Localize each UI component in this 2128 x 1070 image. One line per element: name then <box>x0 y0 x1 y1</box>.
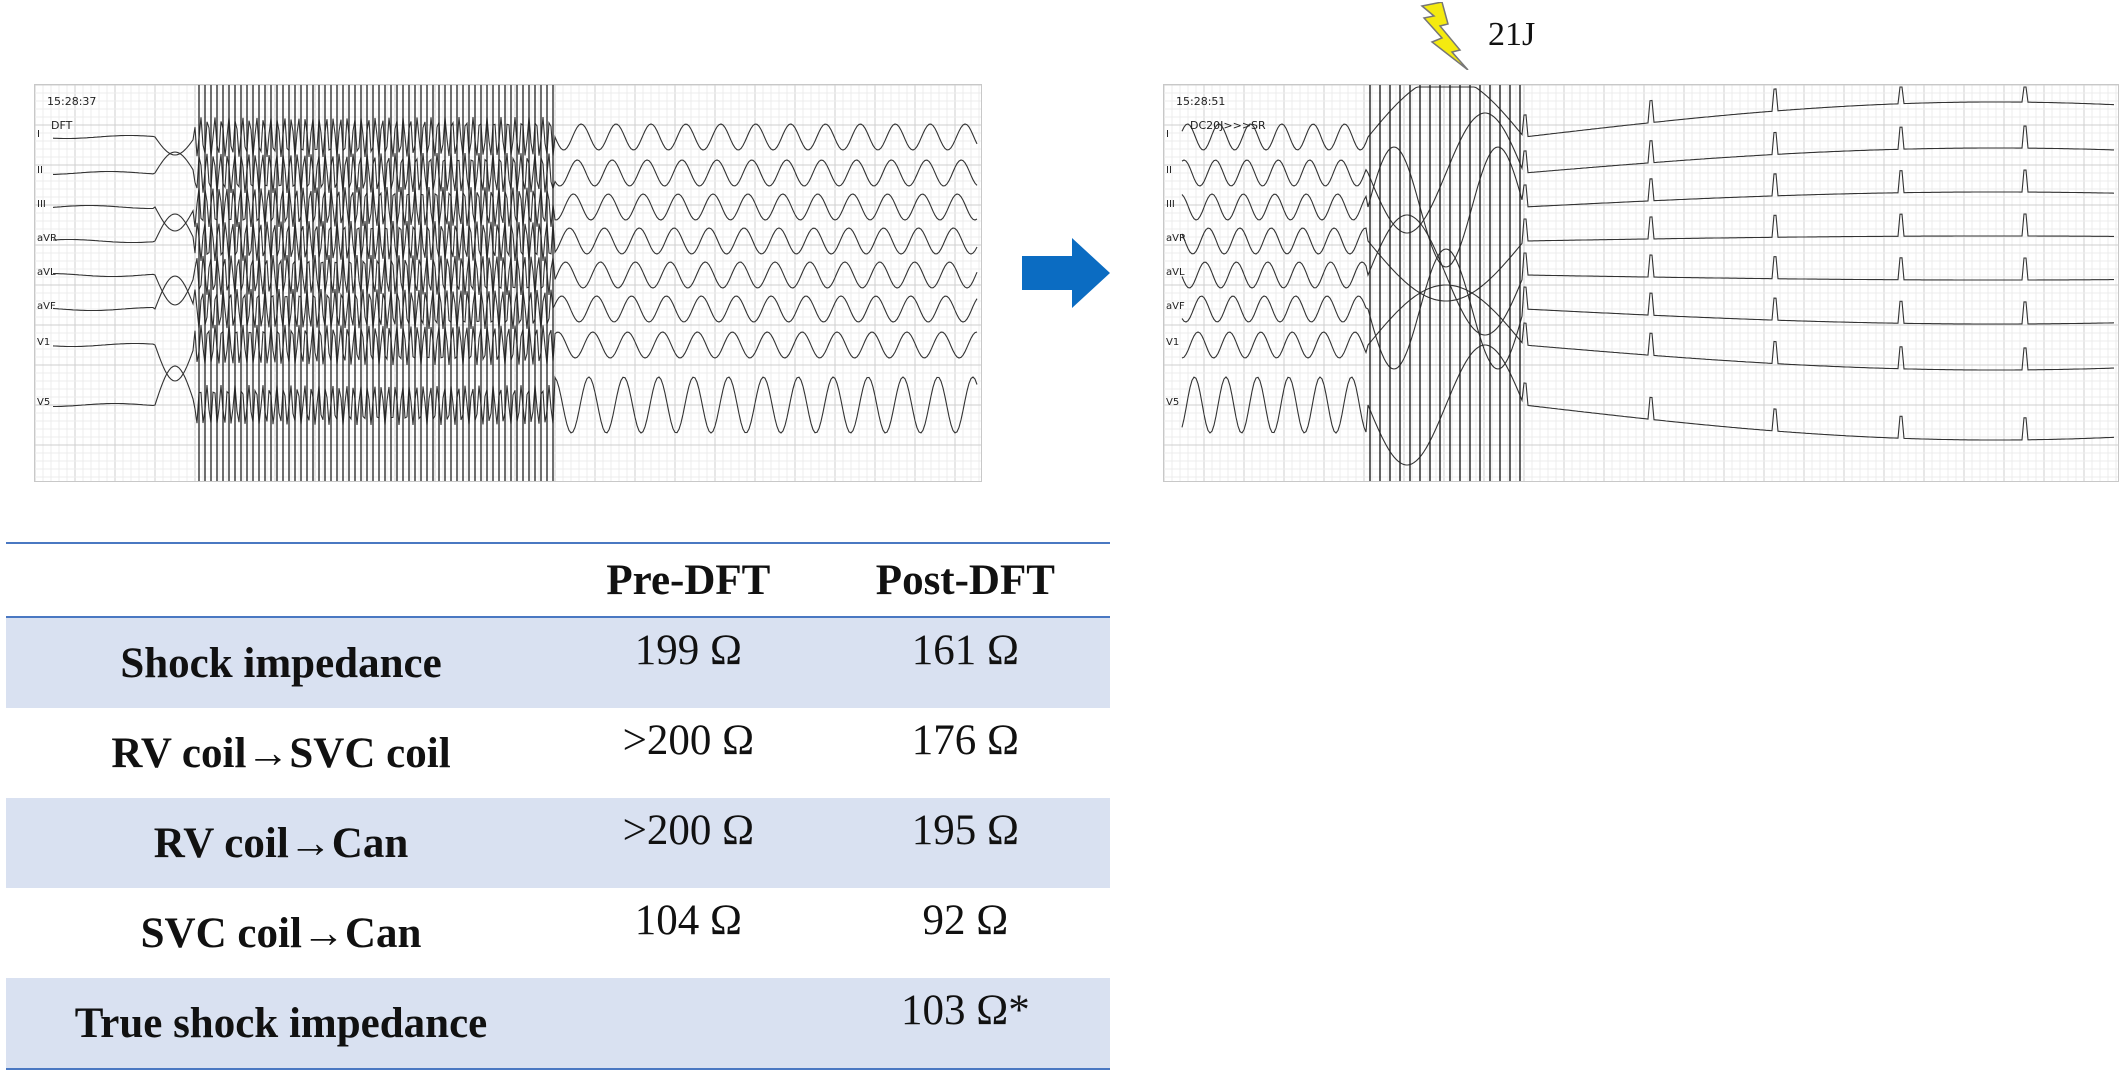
ecg-left-lead-iii: III <box>37 199 46 210</box>
post-value: 92 Ω <box>922 897 1009 944</box>
ecg-right-lead-v1: V1 <box>1166 337 1180 348</box>
right-arrow-icon <box>1022 238 1110 308</box>
post-value: 103 Ω* <box>820 978 1110 1070</box>
row-label: RV coil→Can <box>6 798 556 888</box>
ecg-right-shock-artifact <box>1369 85 1521 481</box>
ecg-right-lead-ii: II <box>1166 165 1172 176</box>
ecg-left-lead-v5: V5 <box>37 397 51 408</box>
ecg-right-lead-iii: III <box>1166 199 1175 210</box>
table-row: RV coil→SVC coil >200 Ω 176 Ω <box>6 708 1110 798</box>
ecg-strip-pre-dft: 15:28:37 DFT I II III aVR aVL aVF V1 V5 <box>34 84 982 482</box>
ecg-right-lead-v5: V5 <box>1166 397 1180 408</box>
shock-energy-label: 21J <box>1488 16 1536 53</box>
table-header-row: Pre-DFT Post-DFT <box>6 542 1110 618</box>
ecg-right-label: DC20J>>>SR <box>1190 119 1266 132</box>
table-row: True shock impedance 103 Ω* <box>6 978 1110 1070</box>
pre-value: >200 Ω <box>556 798 821 888</box>
ecg-left-trace <box>52 186 978 232</box>
ecg-left-lead-avf: aVF <box>37 301 56 312</box>
ecg-right-time: 15:28:51 <box>1176 95 1226 108</box>
ecg-left-trace <box>52 254 978 306</box>
ecg-right-trace <box>1181 112 2114 234</box>
ecg-left-traces <box>35 85 981 481</box>
ecg-right-lead-i: I <box>1166 129 1169 140</box>
ecg-left-trace <box>52 116 978 158</box>
table-row: RV coil→Can >200 Ω 195 Ω <box>6 798 1110 888</box>
ecg-left-lead-avr: aVR <box>37 233 57 244</box>
row-label: Shock impedance <box>6 617 556 708</box>
ecg-left-lead-avl: aVL <box>37 267 56 278</box>
ecg-left-trace <box>53 365 978 434</box>
ecg-right-lead-avr: aVR <box>1166 233 1186 244</box>
ecg-right-trace <box>1181 146 2115 268</box>
row-label: RV coil→SVC coil <box>111 729 451 777</box>
pre-value: >200 Ω <box>622 717 755 764</box>
header-post-dft: Post-DFT <box>820 542 1110 618</box>
ecg-grid <box>1164 85 2118 481</box>
ecg-left-trace <box>52 213 978 262</box>
ecg-left-lead-v1: V1 <box>37 337 51 348</box>
ecg-right-trace <box>1181 214 2114 336</box>
ecg-left-pacing-burst <box>198 85 554 481</box>
ecg-right-lead-avl: aVL <box>1166 267 1185 278</box>
ecg-right-trace <box>1181 213 2114 302</box>
impedance-table: Pre-DFT Post-DFT Shock impedance 199 Ω 1… <box>6 542 1110 1070</box>
ecg-left-time: 15:28:37 <box>47 95 97 108</box>
pre-value: 199 Ω <box>556 617 821 708</box>
table-row: SVC coil→Can 104 Ω 92 Ω <box>6 888 1110 978</box>
table-row: Shock impedance 199 Ω 161 Ω <box>6 617 1110 708</box>
row-label: SVC coil→Can <box>140 909 422 957</box>
ecg-right-trace <box>1181 86 2115 151</box>
ecg-left-trace <box>52 275 978 330</box>
ecg-left-lead-i: I <box>37 129 40 140</box>
ecg-left-trace <box>53 151 978 194</box>
header-pre-dft: Pre-DFT <box>556 542 821 618</box>
row-label: True shock impedance <box>6 978 556 1070</box>
ecg-right-trace <box>1181 344 2115 466</box>
ecg-right-trace <box>1181 284 2114 371</box>
pre-value <box>556 978 821 1070</box>
ecg-left-lead-ii: II <box>37 165 43 176</box>
pre-value: 104 Ω <box>634 897 742 944</box>
ecg-right-lead-avf: aVF <box>1166 301 1185 312</box>
ecg-right-trace <box>1181 248 2115 370</box>
ecg-strip-post-shock: 15:28:51 DC20J>>>SR I II III aVR aVL aVF… <box>1163 84 2119 482</box>
post-value: 195 Ω <box>820 798 1110 888</box>
header-blank <box>6 542 556 618</box>
ecg-right-traces <box>1164 85 2118 481</box>
lightning-bolt-icon <box>1420 2 1469 70</box>
post-value: 176 Ω <box>911 717 1019 764</box>
ecg-left-trace <box>52 324 978 382</box>
post-value: 161 Ω <box>820 617 1110 708</box>
ecg-left-label: DFT <box>51 119 73 132</box>
